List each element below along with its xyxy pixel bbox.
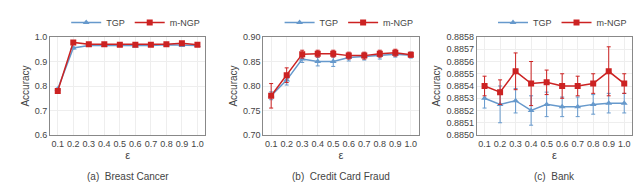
svg-text:0.2: 0.2 [280,139,293,149]
svg-text:0.6: 0.6 [129,139,142,149]
svg-text:0.7: 0.7 [145,139,158,149]
svg-text:0.1: 0.1 [478,139,491,149]
svg-text:Accuracy: Accuracy [20,65,31,106]
svg-text:0.9: 0.9 [602,139,615,149]
svg-text:0.8856: 0.8856 [446,57,474,67]
svg-text:0.5: 0.5 [114,139,127,149]
svg-text:0.8858: 0.8858 [446,32,474,42]
svg-text:0.8850: 0.8850 [446,130,474,140]
svg-text:0.3: 0.3 [296,139,309,149]
svg-text:(c) Bank: (c) Bank [534,171,575,182]
svg-text:0.90: 0.90 [243,32,261,42]
svg-text:0.5: 0.5 [540,139,553,149]
svg-text:0.7: 0.7 [35,106,48,116]
svg-text:ε: ε [339,149,344,161]
svg-text:0.8: 0.8 [35,81,48,91]
svg-text:1.0: 1.0 [618,139,631,149]
svg-text:TGP: TGP [320,18,339,28]
svg-text:m-NGP: m-NGP [170,18,200,28]
svg-text:0.4: 0.4 [525,139,538,149]
svg-text:0.2: 0.2 [494,139,507,149]
svg-text:0.85: 0.85 [243,57,261,67]
svg-text:0.9: 0.9 [35,57,48,67]
svg-text:TGP: TGP [533,18,552,28]
svg-text:0.5: 0.5 [327,139,340,149]
svg-text:0.8853: 0.8853 [446,93,474,103]
svg-text:0.80: 0.80 [243,81,261,91]
svg-text:0.1: 0.1 [265,139,278,149]
svg-text:0.2: 0.2 [67,139,80,149]
svg-text:0.4: 0.4 [98,139,111,149]
svg-text:0.8852: 0.8852 [446,106,474,116]
svg-text:1.0: 1.0 [35,32,48,42]
svg-text:0.4: 0.4 [311,139,324,149]
svg-text:0.1: 0.1 [52,139,65,149]
svg-text:Accuracy: Accuracy [228,65,239,106]
svg-text:0.3: 0.3 [509,139,522,149]
svg-text:0.75: 0.75 [243,106,261,116]
svg-text:0.8855: 0.8855 [446,69,474,79]
svg-text:0.8857: 0.8857 [446,44,474,54]
svg-text:m-NGP: m-NGP [597,18,627,28]
svg-text:0.8854: 0.8854 [446,81,474,91]
svg-text:1.0: 1.0 [191,139,204,149]
svg-text:ε: ε [125,149,130,161]
svg-text:0.8: 0.8 [160,139,173,149]
svg-text:0.6: 0.6 [35,130,48,140]
svg-text:0.7: 0.7 [358,139,371,149]
svg-text:0.6: 0.6 [556,139,569,149]
svg-text:0.70: 0.70 [243,130,261,140]
svg-text:TGP: TGP [106,18,125,28]
svg-text:0.9: 0.9 [176,139,189,149]
svg-text:0.8851: 0.8851 [446,118,474,128]
svg-text:m-NGP: m-NGP [383,18,413,28]
svg-text:0.8: 0.8 [374,139,387,149]
svg-text:0.3: 0.3 [83,139,96,149]
svg-text:0.8: 0.8 [587,139,600,149]
svg-text:Accuracy: Accuracy [431,65,442,106]
svg-text:(b) Credit Card Fraud: (b) Credit Card Fraud [292,171,390,182]
svg-text:1.0: 1.0 [405,139,418,149]
svg-text:0.6: 0.6 [343,139,356,149]
svg-text:0.9: 0.9 [389,139,402,149]
svg-text:ε: ε [552,149,557,161]
svg-text:0.7: 0.7 [571,139,584,149]
svg-text:(a) Breast Cancer: (a) Breast Cancer [87,171,169,182]
